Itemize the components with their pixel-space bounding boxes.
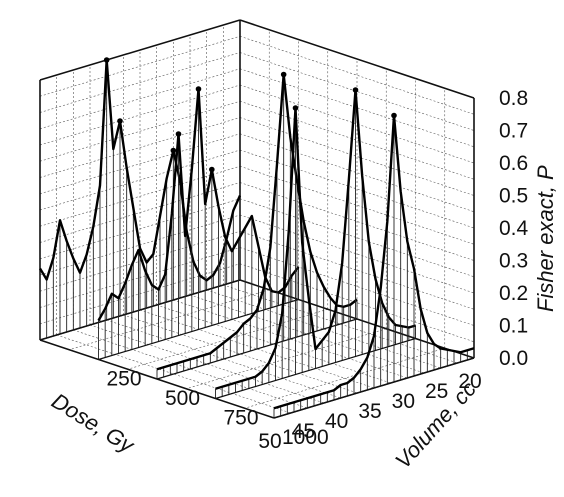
series-group xyxy=(156,71,358,380)
z-tick-label: 0.7 xyxy=(499,120,528,143)
y-tick-label: 500 xyxy=(165,387,200,410)
series-group xyxy=(273,112,475,419)
right-wall-gridline xyxy=(239,230,475,310)
floor-gridline xyxy=(156,304,391,384)
floor-gridline xyxy=(89,324,325,404)
floor-gridline xyxy=(206,289,441,369)
left-wall-gridline xyxy=(39,52,241,113)
series-profile-line xyxy=(273,114,475,410)
peak-point xyxy=(195,86,202,92)
z-tick-label: 0.4 xyxy=(499,217,529,240)
left-wall-gridline xyxy=(39,100,241,162)
peak-point xyxy=(391,112,397,119)
series-baseline xyxy=(215,337,416,400)
chart-frame-edge xyxy=(39,19,241,81)
peak-point xyxy=(117,118,123,124)
floor-gridline xyxy=(73,329,308,409)
series-baseline xyxy=(98,298,299,361)
floor-gridline xyxy=(123,314,358,394)
right-wall-gridline xyxy=(239,84,475,164)
z-tick-label: 0.3 xyxy=(499,250,528,273)
right-wall-gridline xyxy=(239,214,475,294)
series-group xyxy=(97,86,300,361)
chart-tick-labels: 0.0 0.1 0.2 0.3 0.4 0.5 0.6 0.7 0.8 20 25 30 35 40 45 5… xyxy=(107,87,529,453)
left-wall-gridline xyxy=(39,117,241,178)
series-group xyxy=(38,57,242,341)
x-tick-label: 40 xyxy=(325,410,348,433)
floor-gridline xyxy=(106,319,341,399)
y-tick-label: 1000 xyxy=(282,426,329,449)
z-tick-label: 0.1 xyxy=(499,315,528,338)
peak-point xyxy=(352,87,359,93)
y-tick-label: 250 xyxy=(107,368,142,391)
floor-gridline xyxy=(186,328,387,390)
left-wall-gridline xyxy=(39,68,241,130)
peak-point xyxy=(175,131,182,137)
series-baseline xyxy=(273,357,475,419)
series-baseline xyxy=(39,279,241,341)
right-wall-gridline xyxy=(239,149,475,229)
x-tick-label: 30 xyxy=(392,390,415,413)
x-tick-label: 25 xyxy=(425,380,448,403)
z-tick-label: 0.5 xyxy=(499,185,528,208)
x-tick-label: 20 xyxy=(458,370,481,393)
floor-gridline xyxy=(69,289,270,351)
z-tick-label: 0.2 xyxy=(499,282,528,305)
floor-gridline xyxy=(139,309,375,389)
peak-point xyxy=(292,105,299,111)
left-wall-gridline xyxy=(39,84,241,146)
chart-frame-edge xyxy=(239,19,475,99)
fisher-exact-axis-title: Fisher exact, P xyxy=(533,165,558,312)
y-tick-label: 750 xyxy=(224,407,259,430)
floor-gridline xyxy=(244,347,445,409)
right-wall-gridline xyxy=(239,263,475,343)
right-wall-gridline xyxy=(239,52,475,131)
right-wall-gridline xyxy=(239,35,475,115)
right-wall-gridline xyxy=(239,182,475,261)
floor-gridline xyxy=(189,294,425,374)
right-wall-gridline xyxy=(239,198,475,278)
x-tick-label: 45 xyxy=(292,420,315,443)
right-wall-gridline xyxy=(239,165,475,245)
peak-point xyxy=(170,147,177,154)
right-wall-gridline xyxy=(239,68,475,148)
series-profile-line xyxy=(38,58,242,282)
chart-series xyxy=(38,57,475,419)
left-wall-gridline xyxy=(39,133,241,195)
floor-gridline xyxy=(223,284,458,364)
left-wall-gridline xyxy=(39,35,241,97)
right-wall-gridline xyxy=(239,100,475,180)
z-tick-label: 0.0 xyxy=(499,347,528,370)
peak-point xyxy=(280,71,287,78)
peak-point xyxy=(103,57,110,63)
dose-axis-title: Dose, Gy xyxy=(47,388,140,459)
series-profile-line xyxy=(156,73,358,371)
peak-point xyxy=(209,166,215,173)
series-group xyxy=(215,87,416,400)
floor-gridline xyxy=(173,299,408,379)
x-tick-label: 50 xyxy=(258,430,281,453)
series-baseline xyxy=(156,318,358,380)
floor-gridline xyxy=(56,334,291,414)
series-profile-line xyxy=(215,88,416,390)
z-tick-label: 0.8 xyxy=(499,87,528,110)
z-tick-label: 0.6 xyxy=(499,152,528,175)
x-tick-label: 35 xyxy=(358,400,381,423)
right-wall-gridline xyxy=(239,247,475,326)
